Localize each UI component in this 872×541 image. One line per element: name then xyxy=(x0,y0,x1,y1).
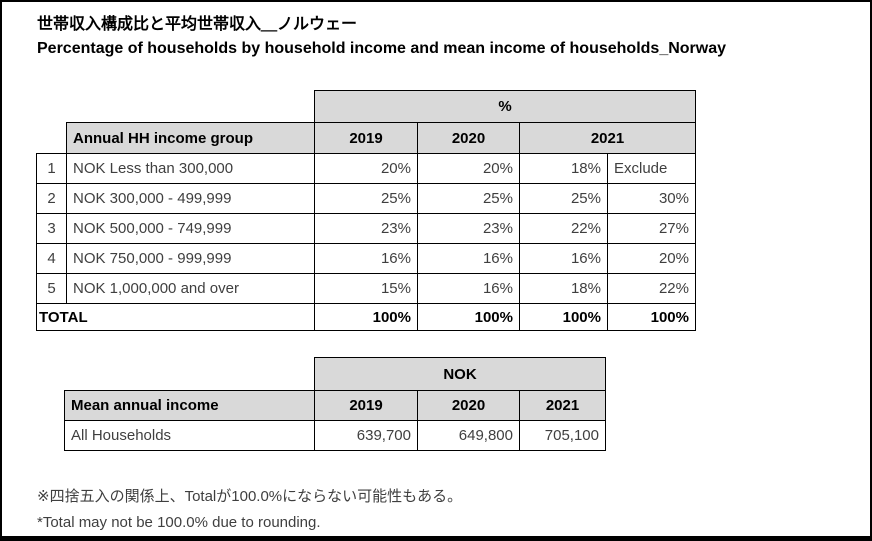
income-group-label: NOK 300,000 - 499,999 xyxy=(66,183,315,214)
income-group-header: Annual HH income group xyxy=(66,122,315,154)
mean-value-2020: 649,800 xyxy=(417,420,520,451)
table-row: 1 NOK Less than 300,000 20% 20% 18% Excl… xyxy=(36,153,696,184)
mean-unit-row: NOK xyxy=(65,357,606,391)
percent-value-2020: 23% xyxy=(417,213,520,244)
percent-table: % Annual HH income group 2019 2020 2021 … xyxy=(36,90,696,331)
percent-value-2021: 18% xyxy=(519,273,608,304)
row-number: 3 xyxy=(36,213,67,244)
table-row: 2 NOK 300,000 - 499,999 25% 25% 25% 30% xyxy=(36,183,696,214)
total-row: TOTAL 100% 100% 100% 100% xyxy=(36,303,696,331)
year-header-2020: 2020 xyxy=(417,122,520,154)
total-value-2019: 100% xyxy=(314,303,418,331)
mean-value-2021: 705,100 xyxy=(519,420,606,451)
mean-header-row: Mean annual income 2019 2020 2021 xyxy=(64,390,606,421)
mean-unit-header: NOK xyxy=(314,357,606,391)
percent-value-2019: 25% xyxy=(314,183,418,214)
total-value-2021-exclude: 100% xyxy=(607,303,696,331)
row-number: 5 xyxy=(36,273,67,304)
percent-value-2020: 16% xyxy=(417,243,520,274)
table-row: 3 NOK 500,000 - 749,999 23% 23% 22% 27% xyxy=(36,213,696,244)
percent-value-2019: 16% xyxy=(314,243,418,274)
income-group-label: NOK 500,000 - 749,999 xyxy=(66,213,315,244)
spacer-cell xyxy=(37,123,67,154)
percent-unit-header: % xyxy=(314,90,696,123)
percent-value-2019: 15% xyxy=(314,273,418,304)
percent-unit-row: % xyxy=(37,90,696,123)
percent-value-2021: 22% xyxy=(519,213,608,244)
row-number: 4 xyxy=(36,243,67,274)
footnote-japanese: ※四捨五入の関係上、Totalが100.0%にならない可能性もある。 xyxy=(37,488,463,505)
percent-value-2021: 18% xyxy=(519,153,608,184)
mean-value-2019: 639,700 xyxy=(314,420,418,451)
exclude-cell: Exclude xyxy=(607,153,696,184)
title-english: Percentage of households by household in… xyxy=(37,40,727,57)
mean-income-header: Mean annual income xyxy=(64,390,315,421)
income-group-label: NOK Less than 300,000 xyxy=(66,153,315,184)
percent-value-2019: 23% xyxy=(314,213,418,244)
spacer-cell xyxy=(65,358,315,391)
percent-header-row: Annual HH income group 2019 2020 2021 xyxy=(37,122,696,154)
percent-value-2021-exclude: 30% xyxy=(607,183,696,214)
percent-value-2020: 25% xyxy=(417,183,520,214)
year-header-2019: 2019 xyxy=(314,122,418,154)
title-japanese: 世帯収入構成比と平均世帯収入＿ノルウェー xyxy=(37,16,358,33)
percent-value-2020: 20% xyxy=(417,153,520,184)
percent-value-2021: 25% xyxy=(519,183,608,214)
percent-value-2021-exclude: 20% xyxy=(607,243,696,274)
table-row: 5 NOK 1,000,000 and over 15% 16% 18% 22% xyxy=(36,273,696,304)
total-value-2021: 100% xyxy=(519,303,608,331)
percent-value-2021-exclude: 27% xyxy=(607,213,696,244)
total-value-2020: 100% xyxy=(417,303,520,331)
year-header-2019: 2019 xyxy=(314,390,418,421)
year-header-2020: 2020 xyxy=(417,390,520,421)
year-header-2021: 2021 xyxy=(519,122,696,154)
mean-income-table: NOK Mean annual income 2019 2020 2021 Al… xyxy=(64,357,606,451)
income-group-label: NOK 750,000 - 999,999 xyxy=(66,243,315,274)
table-row: All Households 639,700 649,800 705,100 xyxy=(64,420,606,451)
income-group-label: NOK 1,000,000 and over xyxy=(66,273,315,304)
total-label: TOTAL xyxy=(36,303,315,331)
percent-value-2021: 16% xyxy=(519,243,608,274)
row-number: 2 xyxy=(36,183,67,214)
table-row: 4 NOK 750,000 - 999,999 16% 16% 16% 20% xyxy=(36,243,696,274)
percent-value-2019: 20% xyxy=(314,153,418,184)
percent-value-2021-exclude: 22% xyxy=(607,273,696,304)
footnote-english: *Total may not be 100.0% due to rounding… xyxy=(37,514,321,531)
row-number: 1 xyxy=(36,153,67,184)
spacer-cell xyxy=(37,91,67,123)
spacer-cell xyxy=(67,91,315,123)
year-header-2021: 2021 xyxy=(519,390,606,421)
percent-value-2020: 16% xyxy=(417,273,520,304)
all-households-label: All Households xyxy=(64,420,315,451)
